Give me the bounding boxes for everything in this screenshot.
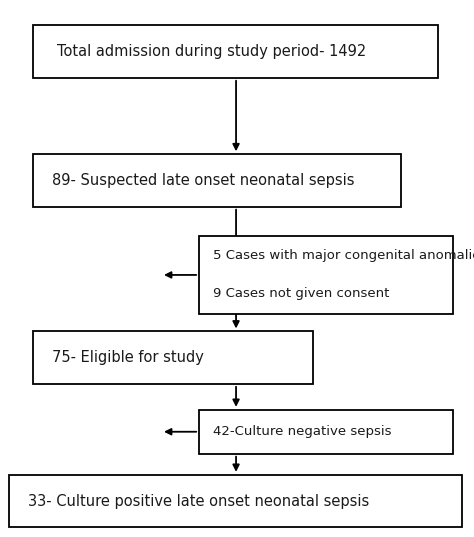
Text: 5 Cases with major congenital anomalies

9 Cases not given consent: 5 Cases with major congenital anomalies … xyxy=(213,250,474,300)
FancyBboxPatch shape xyxy=(33,154,401,207)
Text: Total admission during study period- 1492: Total admission during study period- 149… xyxy=(57,44,366,59)
Text: 42-Culture negative sepsis: 42-Culture negative sepsis xyxy=(213,425,392,438)
Text: 75- Eligible for study: 75- Eligible for study xyxy=(52,350,204,365)
FancyBboxPatch shape xyxy=(199,410,453,454)
FancyBboxPatch shape xyxy=(9,475,462,527)
FancyBboxPatch shape xyxy=(199,236,453,314)
FancyBboxPatch shape xyxy=(33,25,438,78)
FancyBboxPatch shape xyxy=(33,331,313,384)
Text: 89- Suspected late onset neonatal sepsis: 89- Suspected late onset neonatal sepsis xyxy=(52,173,355,188)
Text: 33- Culture positive late onset neonatal sepsis: 33- Culture positive late onset neonatal… xyxy=(28,494,370,509)
